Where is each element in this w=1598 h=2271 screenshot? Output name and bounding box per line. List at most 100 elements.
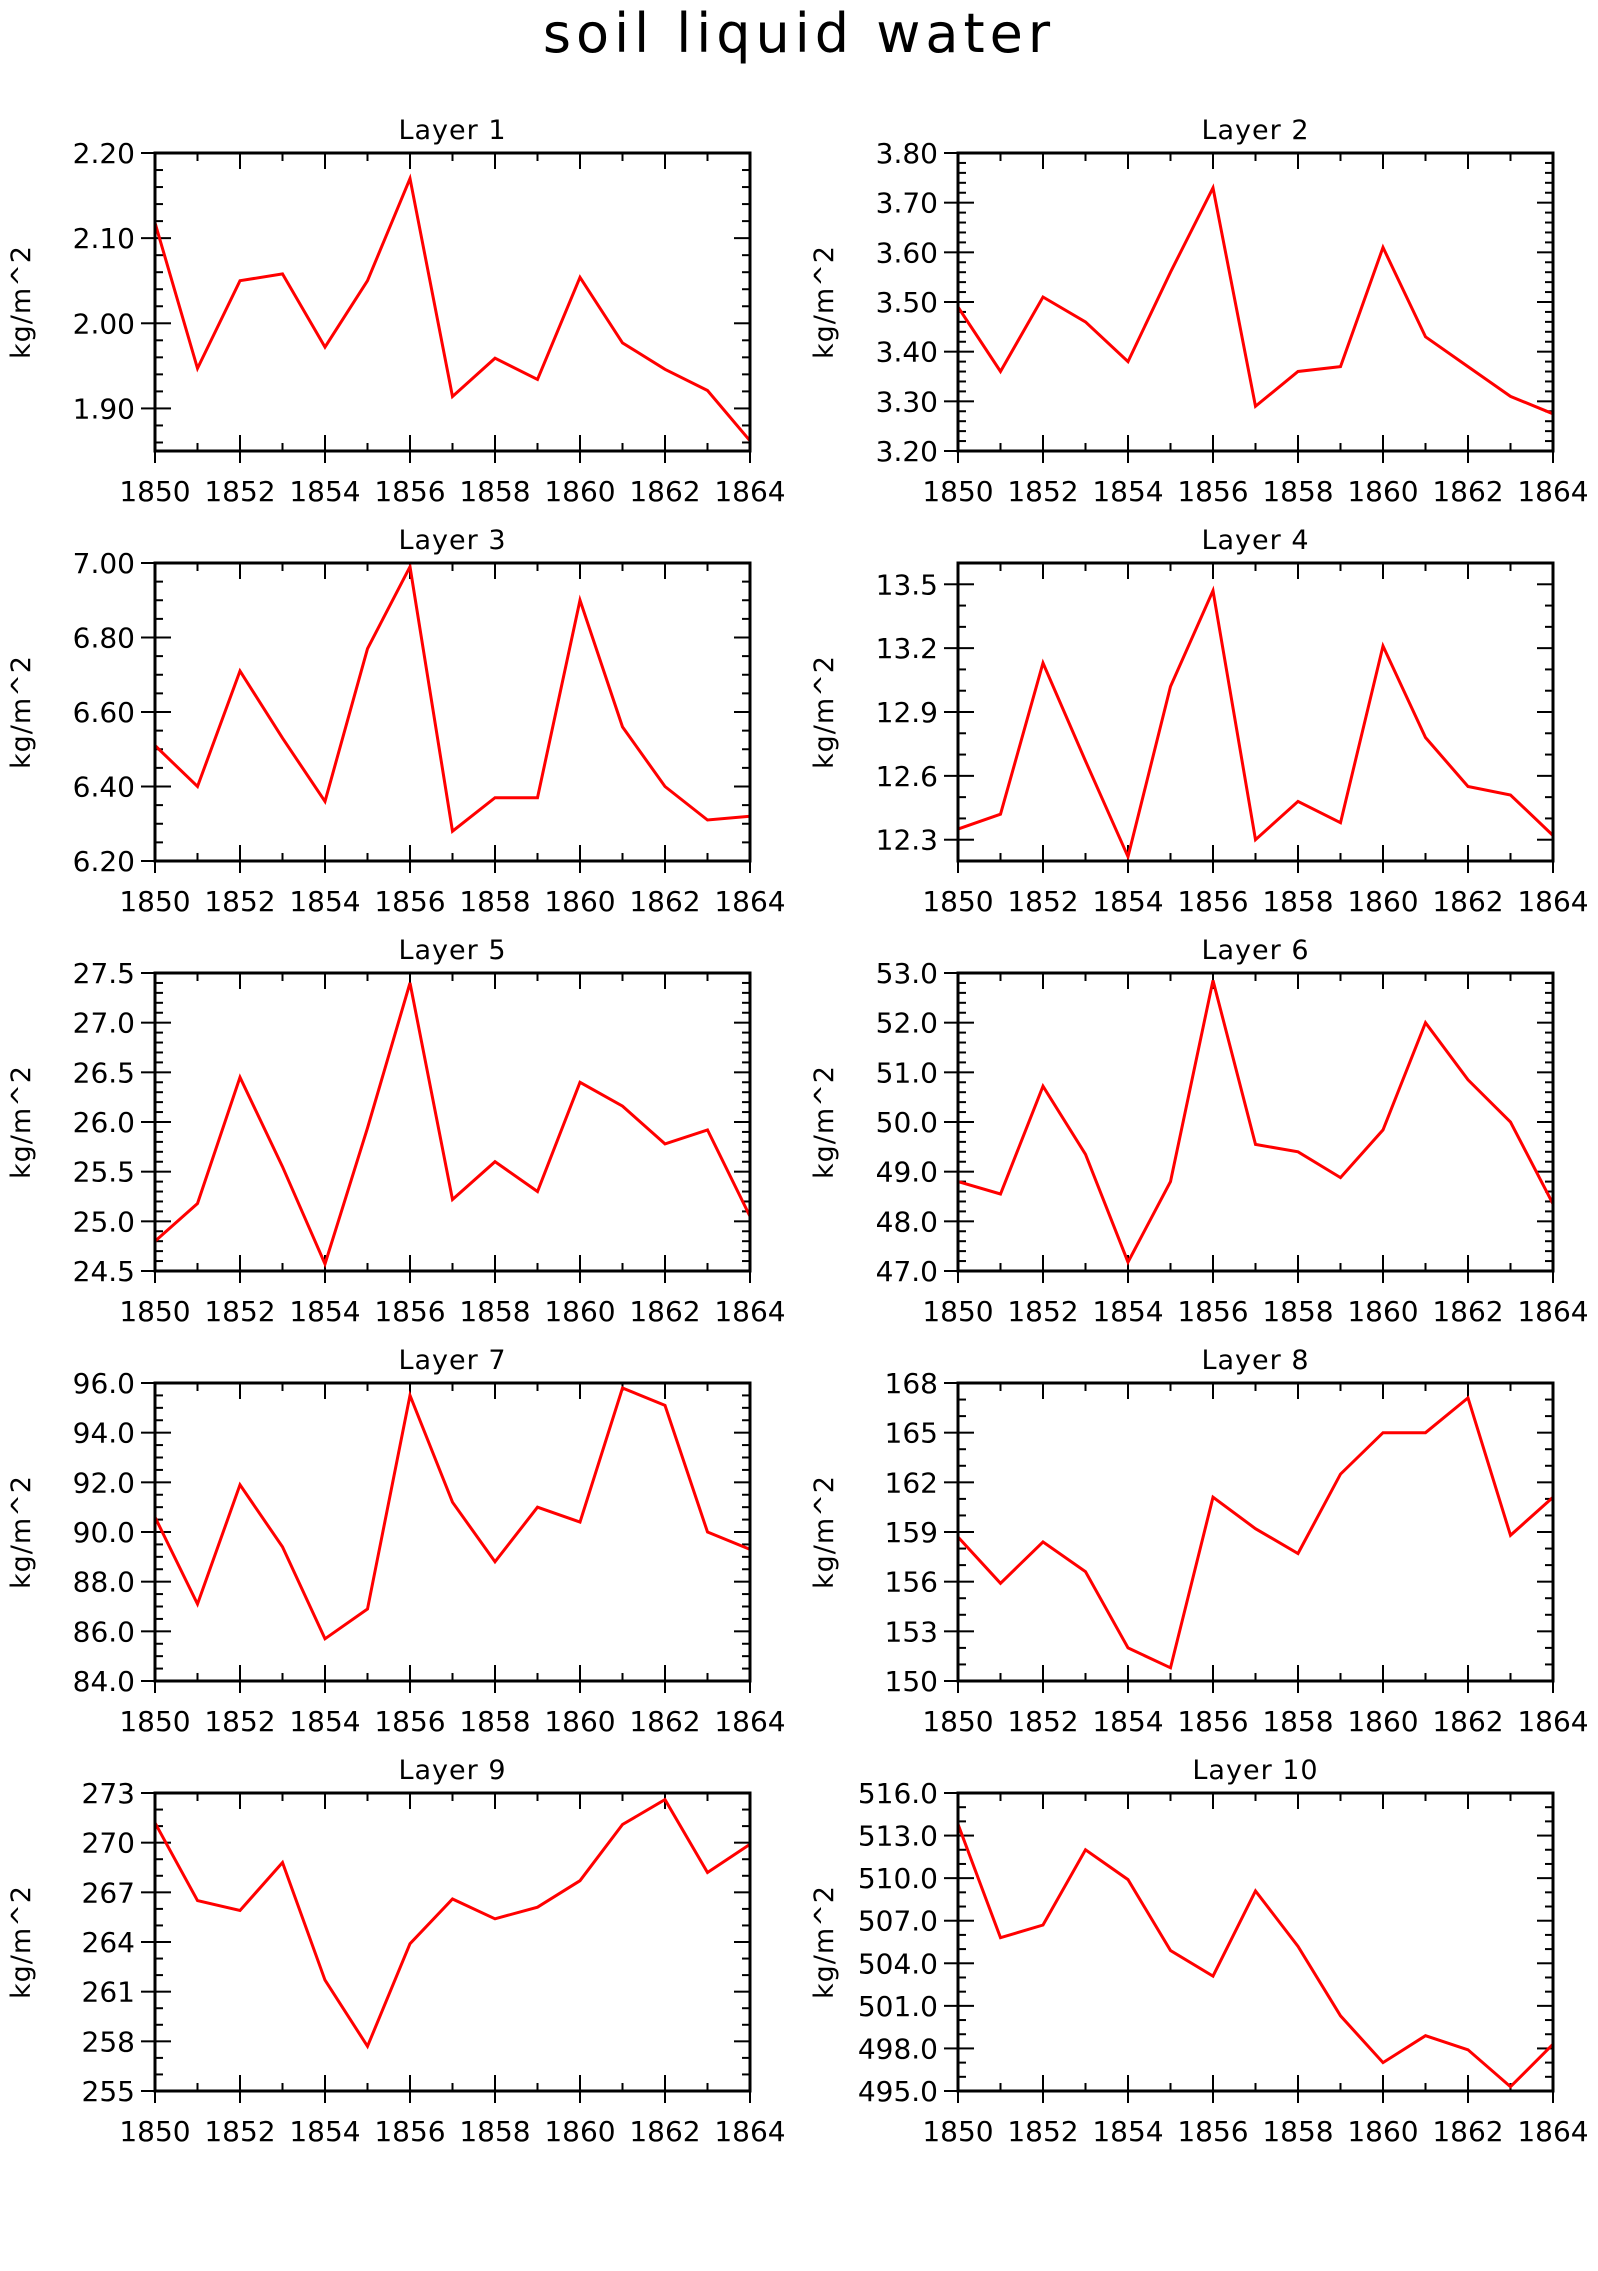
x-tick-label: 1850 (922, 1705, 993, 1738)
panel-layer-6: Layer 6 kg/m^2 47.0 48.0 49.0 50.0 51.0 52.0 53.… (809, 935, 1589, 1328)
panel-title: Layer 4 (1201, 525, 1309, 556)
y-tick-label: 501.0 (858, 1990, 938, 2023)
y-tick-label: 84.0 (73, 1665, 135, 1698)
x-tick-label: 1850 (119, 885, 190, 918)
x-tick-label: 1854 (289, 885, 360, 918)
plot-frame (956, 1791, 1555, 2093)
x-tick-label: 1862 (629, 1705, 700, 1738)
y-tick-label: 270 (82, 1827, 135, 1860)
x-tick-label: 1856 (1177, 1705, 1248, 1738)
panel-title: Layer 3 (398, 525, 506, 556)
plot-frame (956, 561, 1555, 863)
y-tick-label: 94.0 (73, 1417, 135, 1450)
x-tick-label: 1852 (1007, 885, 1078, 918)
series-line (956, 1823, 1555, 2089)
y-tick-label: 13.2 (876, 632, 938, 665)
panel-layer-7: Layer 7 kg/m^2 84.0 86.0 88.0 90.0 92.0 94.0 96.… (6, 1345, 786, 1738)
panel-layer-3: Layer 3 kg/m^2 6.20 6.40 6.60 6.80 7.00 1850 185… (6, 525, 786, 918)
x-tick-label: 1862 (629, 885, 700, 918)
x-tick-label: 1862 (1432, 885, 1503, 918)
plot-frame (153, 971, 752, 1273)
x-tick-label: 1856 (374, 475, 445, 508)
x-tick-label: 1864 (1517, 2115, 1588, 2148)
y-tick-label: 52.0 (876, 1007, 938, 1040)
y-tick-label: 3.70 (876, 187, 938, 220)
x-tick-label: 1856 (1177, 2115, 1248, 2148)
x-tick-label: 1860 (544, 885, 615, 918)
plot-frame (153, 151, 752, 453)
y-tick-label: 49.0 (876, 1156, 938, 1189)
x-tick-label: 1864 (1517, 1705, 1588, 1738)
y-tick-label: 86.0 (73, 1615, 135, 1648)
plot-frame (153, 1381, 752, 1683)
y-tick-label: 12.3 (876, 824, 938, 857)
y-tick-label: 168 (885, 1367, 938, 1400)
x-tick-label: 1862 (1432, 475, 1503, 508)
y-tick-label: 3.60 (876, 236, 938, 269)
x-tick-label: 1854 (1092, 885, 1163, 918)
y-tick-label: 26.5 (73, 1056, 135, 1089)
series-line (956, 1395, 1555, 1670)
x-tick-label: 1854 (1092, 1705, 1163, 1738)
panel-layer-8: Layer 8 kg/m^2 150 153 156 159 162 165 168 1850 18… (809, 1345, 1589, 1738)
y-tick-label: 25.5 (73, 1156, 135, 1189)
x-tick-label: 1850 (119, 2115, 190, 2148)
x-tick-label: 1860 (544, 1295, 615, 1328)
y-tick-label: 47.0 (876, 1255, 938, 1288)
x-tick-label: 1858 (459, 1295, 530, 1328)
panel-layer-1: Layer 1 kg/m^2 1.90 2.00 2.10 2.20 1850 1852 185… (6, 115, 786, 508)
x-tick-label: 1858 (1262, 885, 1333, 918)
y-tick-label: 510.0 (858, 1862, 938, 1895)
y-tick-label: 513.0 (858, 1820, 938, 1853)
x-tick-label: 1860 (1347, 475, 1418, 508)
panel-title: Layer 8 (1201, 1345, 1309, 1376)
panel-title: Layer 6 (1201, 935, 1309, 966)
y-tick-label: 25.0 (73, 1205, 135, 1238)
x-tick-label: 1860 (1347, 2115, 1418, 2148)
plot-frame (153, 1791, 752, 2093)
x-tick-label: 1862 (1432, 2115, 1503, 2148)
plot-frame (956, 971, 1555, 1273)
panel-layer-2: Layer 2 kg/m^2 3.20 3.30 3.40 3.50 3.60 3.70 3.8… (809, 115, 1589, 508)
x-tick-label: 1864 (714, 1705, 785, 1738)
x-tick-label: 1860 (544, 475, 615, 508)
series-line (957, 585, 1555, 862)
y-tick-label: 12.6 (876, 760, 938, 793)
panel-title: Layer 5 (398, 935, 506, 966)
x-tick-label: 1852 (204, 2115, 275, 2148)
y-axis-label: kg/m^2 (809, 1475, 840, 1589)
x-tick-label: 1864 (714, 1295, 785, 1328)
x-tick-label: 1850 (922, 2115, 993, 2148)
plot-frame (153, 561, 752, 863)
plot-frame (956, 1381, 1555, 1683)
x-tick-label: 1856 (374, 1705, 445, 1738)
x-tick-label: 1858 (1262, 1705, 1333, 1738)
y-tick-label: 2.00 (73, 307, 135, 340)
series-line (153, 173, 752, 442)
x-tick-label: 1862 (629, 2115, 700, 2148)
y-tick-label: 24.5 (73, 1255, 135, 1288)
series-line (153, 1797, 751, 2050)
panels: Layer 1 kg/m^2 1.90 2.00 2.10 2.20 1850 1852 185… (6, 115, 1589, 2148)
y-tick-label: 153 (885, 1615, 938, 1648)
y-axis-label: kg/m^2 (6, 245, 37, 359)
y-tick-label: 3.20 (876, 435, 938, 468)
x-tick-label: 1854 (289, 1705, 360, 1738)
y-axis-label: kg/m^2 (809, 655, 840, 769)
y-tick-label: 90.0 (73, 1516, 135, 1549)
y-tick-label: 507.0 (858, 1905, 938, 1938)
x-tick-label: 1862 (1432, 1705, 1503, 1738)
x-tick-label: 1856 (1177, 1295, 1248, 1328)
x-tick-label: 1850 (922, 885, 993, 918)
y-tick-label: 88.0 (73, 1566, 135, 1599)
x-tick-label: 1860 (1347, 885, 1418, 918)
panel-title: Layer 2 (1201, 115, 1309, 146)
x-tick-label: 1858 (459, 885, 530, 918)
series-line (153, 561, 751, 834)
series-line (154, 982, 752, 1269)
y-tick-label: 255 (82, 2075, 135, 2108)
y-tick-label: 498.0 (858, 2032, 938, 2065)
y-axis-label: kg/m^2 (809, 1885, 840, 1999)
x-tick-label: 1852 (1007, 1295, 1078, 1328)
